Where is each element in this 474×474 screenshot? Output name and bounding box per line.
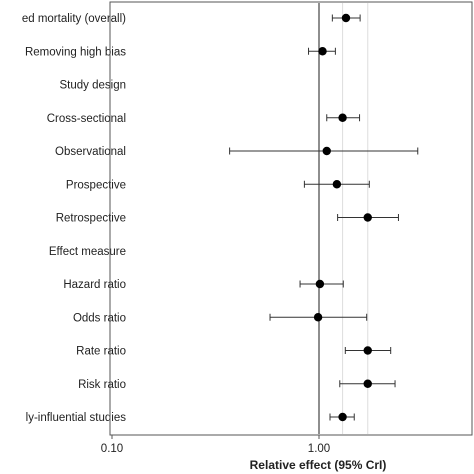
x-tick-label: 1.00 [308,443,330,455]
point-estimate [332,180,342,189]
row-label: Odds ratio [73,312,126,324]
row-label: Removing high bias [25,46,126,58]
row-label: ed mortality (overall) [22,13,126,25]
point-estimate [338,113,347,122]
row-label: Cross-sectional [47,113,126,125]
point-estimate [363,379,372,388]
point-estimate [363,213,372,222]
x-axis: 0.10 1.00 [101,435,330,455]
row-label: ly-influential studies [26,412,127,424]
x-tick-label: 0.10 [101,443,123,455]
row-label: Risk ratio [78,379,126,391]
point-estimate [313,313,323,322]
point-estimate [315,279,325,289]
point-estimate [363,346,372,355]
plot-frame [109,1,473,436]
point-estimate [341,13,351,23]
row-label: Hazard ratio [63,279,126,291]
row-labels: ed mortality (overall) Removing high bias… [22,13,126,424]
row-label: Prospective [66,179,126,191]
point-estimate [322,146,331,156]
row-label: Rate ratio [76,346,126,358]
x-axis-title: Relative effect (95% CrI) [250,458,387,472]
row-label: Effect measure [49,246,126,258]
point-estimate [338,412,347,422]
point-estimate [318,47,327,56]
row-label: Retrospective [56,213,126,225]
row-label: Observational [55,146,126,158]
plot-area [109,1,473,436]
row-label: Study design [60,80,127,92]
